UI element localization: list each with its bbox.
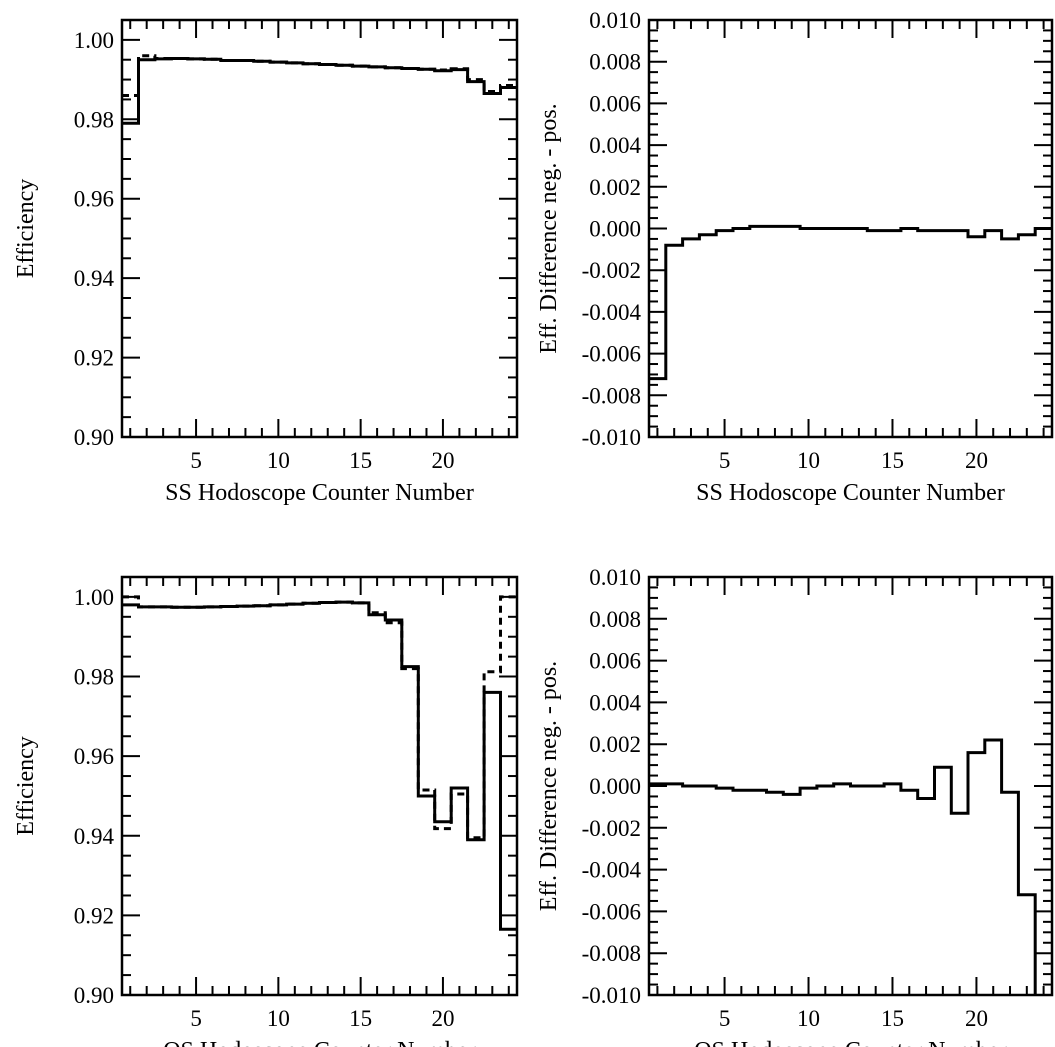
ss-difference-x-tick-label: 20 bbox=[965, 448, 988, 473]
ss-efficiency-y-tick-label: 1.00 bbox=[74, 28, 114, 53]
os-efficiency-y-tick-label: 0.90 bbox=[74, 983, 114, 1008]
os-efficiency-x-tick-label: 10 bbox=[267, 1006, 290, 1031]
os-efficiency-y-tick-label: 1.00 bbox=[74, 585, 114, 610]
ss-difference-y-tick-label: -0.002 bbox=[582, 258, 641, 283]
ss-efficiency-x-tick-label: 5 bbox=[190, 448, 202, 473]
os-difference-y-tick-label: 0.008 bbox=[589, 607, 641, 632]
os-efficiency-difference-panel: 5 10 15 20 -0.010 -0.008 -0.006 -0.004 -0.002 0.0… bbox=[536, 565, 1054, 1047]
os-difference-x-tick-label: 10 bbox=[797, 1006, 820, 1031]
ss-difference-x-tick-label: 10 bbox=[797, 448, 820, 473]
os-efficiency-series-dashed-line bbox=[122, 595, 517, 840]
ss-efficiency-x-tick-label: 10 bbox=[267, 448, 290, 473]
os-difference-y-tick-label: -0.002 bbox=[582, 816, 641, 841]
ss-difference-y-tick-label: -0.006 bbox=[582, 342, 641, 367]
os-efficiency-series-solid-line bbox=[122, 600, 517, 931]
os-efficiency-x-tick-label: 15 bbox=[349, 1006, 372, 1031]
os-difference-x-tick-label: 5 bbox=[719, 1006, 731, 1031]
ss-difference-y-tick-label: 0.004 bbox=[589, 133, 641, 158]
ss-efficiency-x-axis-label: SS Hodoscope Counter Number bbox=[165, 480, 474, 506]
ss-difference-y-tick-label: 0.000 bbox=[589, 217, 641, 242]
ss-difference-x-tick-label: 5 bbox=[719, 448, 731, 473]
os-efficiency-y-tick-label: 0.98 bbox=[74, 665, 114, 690]
ss-difference-series-solid-line bbox=[649, 224, 1052, 381]
ss-difference-x-tick-label: 15 bbox=[881, 448, 904, 473]
ss-efficiency-y-axis-label: Efficiency bbox=[13, 179, 39, 279]
ss-efficiency-x-tick-label: 15 bbox=[349, 448, 372, 473]
os-difference-y-axis-label: Eff. Difference neg. - pos. bbox=[536, 661, 562, 911]
ss-efficiency-y-tick-label: 0.90 bbox=[74, 425, 114, 450]
ss-efficiency-difference-panel: 5 10 15 20 -0.010 -0.008 -0.006 -0.004 -0.002 0.0… bbox=[536, 8, 1054, 506]
os-efficiency-y-tick-label: 0.94 bbox=[74, 824, 115, 849]
ss-difference-y-tick-label: -0.010 bbox=[582, 425, 641, 450]
os-efficiency-x-tick-label: 20 bbox=[431, 1006, 454, 1031]
ss-efficiency-x-tick-label: 20 bbox=[431, 448, 454, 473]
ss-efficiency-y-tick-label: 0.96 bbox=[74, 187, 114, 212]
os-difference-x-tick-label: 15 bbox=[881, 1006, 904, 1031]
os-efficiency-y-tick-label: 0.92 bbox=[74, 903, 114, 928]
ss-difference-y-axis-label: Eff. Difference neg. - pos. bbox=[536, 103, 562, 353]
os-difference-y-tick-label: -0.006 bbox=[582, 899, 641, 924]
ss-efficiency-plot-frame bbox=[120, 18, 519, 439]
ss-efficiency-y-tick-label: 0.98 bbox=[74, 107, 114, 132]
os-efficiency-y-tick-label: 0.96 bbox=[74, 744, 114, 769]
os-difference-y-tick-label: -0.010 bbox=[582, 983, 641, 1008]
os-difference-y-tick-label: 0.004 bbox=[589, 690, 641, 715]
os-efficiency-y-axis-label: Efficiency bbox=[13, 736, 39, 836]
ss-difference-y-tick-label: 0.002 bbox=[589, 175, 641, 200]
os-difference-x-tick-label: 20 bbox=[965, 1006, 988, 1031]
ss-difference-y-tick-label: 0.008 bbox=[589, 50, 641, 75]
os-efficiency-panel: 5 10 15 20 0.90 0.92 0.94 0.96 0.98 1.00 OS Hodosc… bbox=[13, 575, 519, 1047]
ss-efficiency-panel: 5 10 15 20 0.90 0.92 0.94 0.96 0.98 1.00 SS Hodosc… bbox=[13, 18, 519, 506]
ss-difference-y-tick-label: -0.004 bbox=[582, 300, 642, 325]
os-difference-y-tick-label: 0.002 bbox=[589, 732, 641, 757]
os-efficiency-plot-frame bbox=[120, 575, 519, 997]
ss-efficiency-series-dashed-line bbox=[122, 54, 517, 97]
ss-difference-y-tick-label: -0.008 bbox=[582, 383, 641, 408]
ss-efficiency-series-solid-line bbox=[122, 57, 517, 125]
os-difference-y-tick-label: 0.000 bbox=[589, 774, 641, 799]
os-difference-series-solid-line bbox=[649, 738, 1037, 995]
ss-efficiency-y-tick-label: 0.94 bbox=[74, 266, 115, 291]
os-difference-y-tick-label: -0.008 bbox=[582, 941, 641, 966]
os-difference-x-axis-label: OS Hodoscope Counter Number bbox=[694, 1038, 1007, 1047]
os-efficiency-x-tick-label: 5 bbox=[190, 1006, 202, 1031]
ss-difference-x-axis-label: SS Hodoscope Counter Number bbox=[696, 480, 1005, 506]
os-difference-y-tick-label: -0.004 bbox=[582, 858, 642, 883]
os-efficiency-x-axis-label: OS Hodoscope Counter Number bbox=[163, 1038, 476, 1047]
os-difference-y-tick-label: 0.010 bbox=[589, 565, 641, 590]
os-difference-y-tick-label: 0.006 bbox=[589, 649, 641, 674]
ss-difference-y-tick-label: 0.006 bbox=[589, 91, 641, 116]
ss-efficiency-y-tick-label: 0.92 bbox=[74, 346, 114, 371]
ss-difference-y-tick-label: 0.010 bbox=[589, 8, 641, 33]
